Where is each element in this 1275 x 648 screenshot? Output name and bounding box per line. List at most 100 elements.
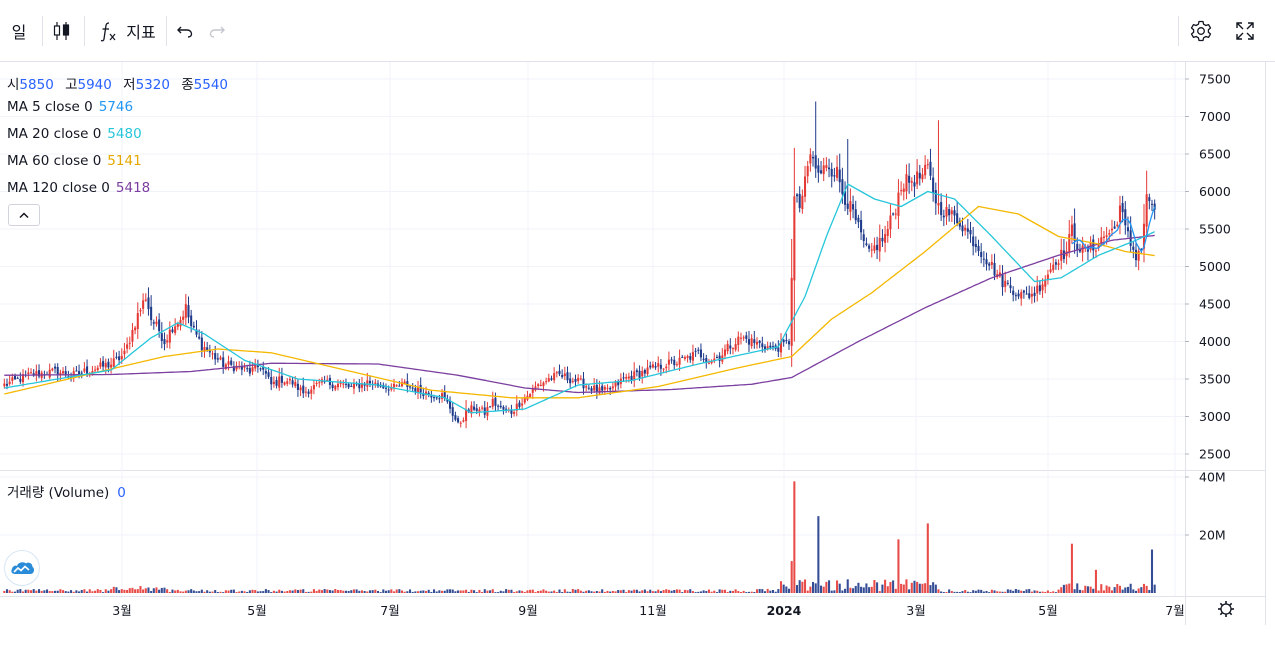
volume-bar [459, 590, 462, 593]
candles-icon [53, 22, 70, 40]
ma120-legend[interactable]: MA 120 close 0 5418 [7, 180, 150, 196]
candle-body [889, 215, 892, 230]
volume-bar [742, 590, 745, 593]
indicators-button[interactable]: 지표 [92, 16, 162, 46]
chart-type-button[interactable] [48, 16, 76, 46]
ohlc-value-close: 5540 [193, 77, 229, 93]
volume-bar [449, 589, 452, 593]
candle-body [13, 375, 17, 380]
volume-bar [427, 589, 430, 593]
volume-bar [606, 590, 609, 593]
interval-button[interactable]: 일 [4, 16, 34, 46]
candle-body [1041, 284, 1044, 291]
candle-body [352, 383, 356, 389]
volume-bar [1092, 588, 1095, 593]
candle-body [48, 369, 51, 378]
volume-bar [1062, 584, 1065, 593]
volume-bar [366, 591, 369, 593]
volume-bar [107, 590, 110, 593]
candle-body [1012, 290, 1015, 296]
candle-body [102, 361, 105, 367]
volume-bar [51, 591, 54, 593]
candle-body [566, 372, 569, 381]
volume-bar [334, 589, 337, 593]
volume-bar [1116, 584, 1119, 593]
volume-bar [1025, 589, 1028, 593]
candle-body [473, 406, 476, 410]
tradingview-logo[interactable] [4, 550, 40, 586]
volume-bar [737, 590, 740, 593]
candle-body [256, 365, 259, 368]
candle-body [982, 258, 985, 260]
volume-legend[interactable]: 거래량 (Volume) 0 [7, 481, 126, 501]
candle-body [595, 384, 598, 393]
candle-body [358, 383, 361, 389]
volume-bar [836, 580, 839, 593]
volume-bar [769, 590, 772, 593]
volume-bar [1068, 583, 1071, 593]
ma60-legend[interactable]: MA 60 close 0 5141 [7, 153, 142, 169]
volume-bar [932, 582, 935, 593]
volume-bar [918, 583, 921, 593]
candle-body [347, 383, 350, 388]
volume-bar [219, 591, 222, 593]
volume-bar [1041, 591, 1044, 593]
fullscreen-button[interactable] [1230, 16, 1260, 46]
volume-bar [443, 590, 446, 593]
volume-bar [566, 591, 569, 593]
volume-bar [822, 586, 825, 593]
volume-bar [622, 589, 625, 593]
volume-bar [884, 579, 887, 593]
candle-body [270, 377, 273, 385]
ma5-line [1071, 206, 1156, 253]
candle-body [803, 176, 807, 197]
volume-bar [483, 589, 486, 593]
volume-bar [1020, 590, 1023, 593]
price-tick-label: 3500 [1199, 372, 1231, 387]
candle-body [499, 405, 502, 408]
volume-bar [1033, 590, 1036, 593]
candle-body [828, 167, 831, 170]
volume-bar [972, 590, 975, 593]
candle-body [633, 371, 636, 381]
volume-bar [486, 590, 489, 593]
candle-body [144, 299, 147, 301]
volume-bar [702, 590, 705, 593]
volume-bar [371, 590, 374, 593]
volume-bar [1132, 589, 1135, 593]
volume-bar [940, 591, 943, 593]
redo-button[interactable] [204, 16, 230, 46]
candle-body [1102, 236, 1105, 238]
volume-bar [785, 586, 788, 593]
volume-bar [803, 579, 807, 593]
volume-bar [139, 586, 142, 593]
settings-button[interactable] [1186, 16, 1216, 46]
volume-bar [849, 587, 852, 593]
volume-bar [977, 589, 980, 593]
undo-button[interactable] [172, 16, 198, 46]
volume-bar [779, 581, 783, 593]
candle-body [118, 356, 121, 361]
volume-bar [617, 590, 620, 593]
volume-bar [102, 592, 105, 593]
candle-body [897, 192, 900, 216]
collapse-legend-button[interactable] [8, 204, 40, 226]
volume-bar [451, 589, 454, 593]
candle-body [729, 345, 732, 349]
volume-bar [892, 580, 895, 593]
volume-bar [1102, 590, 1105, 593]
ma20-legend[interactable]: MA 20 close 0 5480 [7, 126, 142, 142]
candle-body [1020, 292, 1023, 299]
volume-bar [860, 586, 863, 593]
candle-body [876, 244, 879, 251]
volume-bar [123, 589, 126, 593]
volume-bar [134, 589, 137, 593]
candle-body [646, 367, 649, 375]
volume-bar [379, 592, 382, 593]
volume-bar [731, 590, 735, 593]
volume-bar [320, 590, 323, 593]
volume-bar [358, 590, 361, 593]
price-chart[interactable]: 7500 7000 6500 6000 5500 5000 4500 4000 3500 3000… [0, 62, 1275, 648]
ma5-legend[interactable]: MA 5 close 0 5746 [7, 99, 133, 115]
candle-body [545, 381, 548, 383]
